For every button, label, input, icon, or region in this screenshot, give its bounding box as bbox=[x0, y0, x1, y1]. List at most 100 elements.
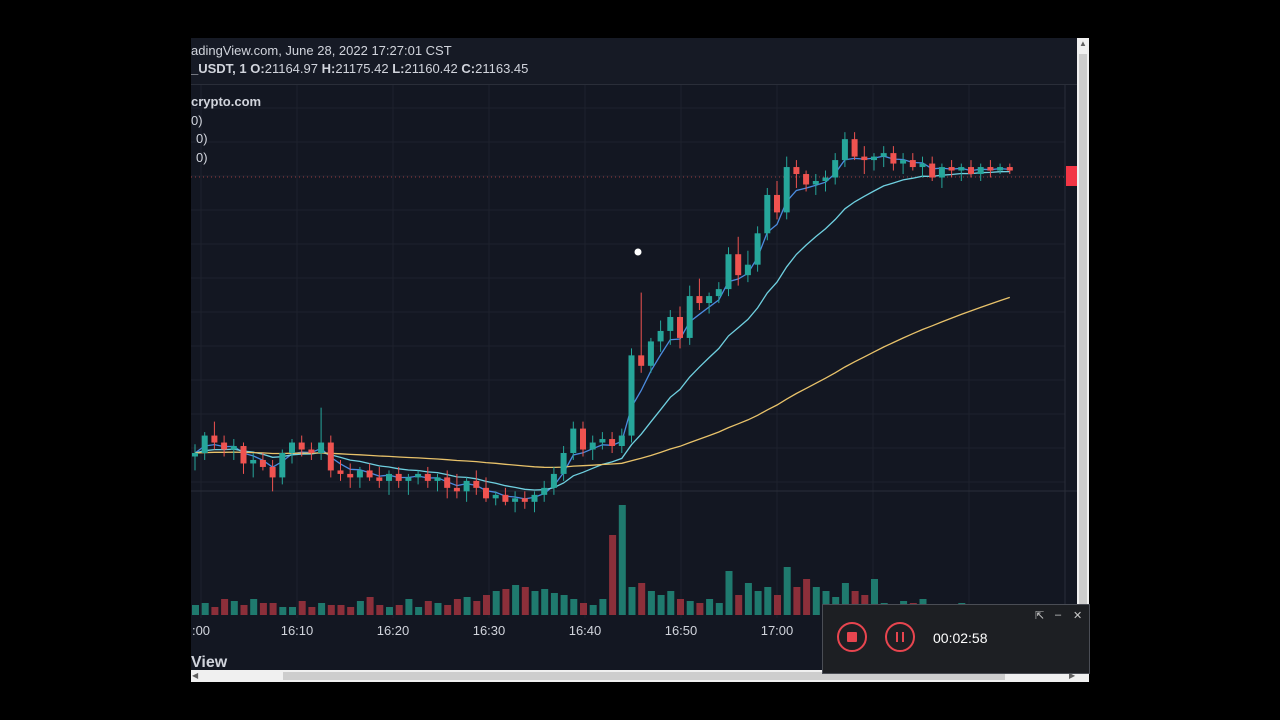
volume-bar bbox=[269, 603, 277, 615]
time-tick-label: :00 bbox=[192, 623, 210, 638]
candle-body bbox=[483, 487, 489, 499]
scroll-right-icon[interactable]: ▶ bbox=[1069, 671, 1076, 680]
volume-bar bbox=[599, 599, 607, 615]
volume-bar bbox=[240, 605, 248, 615]
time-tick-label: 16:10 bbox=[281, 623, 314, 638]
candle-body bbox=[948, 167, 955, 171]
candle-body bbox=[1006, 167, 1013, 171]
chart-header: adingView.com, June 28, 2022 17:27:01 CS… bbox=[191, 38, 1077, 85]
open-label: O: bbox=[250, 61, 265, 76]
ma-legend-3[interactable]: 0) bbox=[196, 150, 208, 165]
high-label: H: bbox=[321, 61, 336, 76]
volume-bar bbox=[463, 597, 471, 615]
volume-bar bbox=[250, 599, 258, 615]
volume-bar bbox=[783, 567, 791, 615]
candle-body bbox=[793, 167, 800, 175]
candle-body bbox=[192, 453, 198, 457]
time-tick-label: 16:40 bbox=[569, 623, 602, 638]
candle-body bbox=[900, 160, 907, 164]
pause-recording-button[interactable] bbox=[885, 622, 915, 652]
chart-window: :00 16:10 16:20 16:30 16:40 16:50 17:00 adingV… bbox=[191, 38, 1089, 682]
candle-body bbox=[463, 480, 470, 492]
candle-body bbox=[909, 160, 916, 168]
volume-bar bbox=[308, 607, 316, 615]
volume-bar bbox=[754, 591, 762, 615]
candle-body bbox=[453, 487, 460, 492]
candle-body bbox=[871, 156, 877, 161]
candlesticks bbox=[192, 132, 1013, 513]
volume-bar bbox=[580, 603, 587, 615]
close-icon[interactable]: ✕ bbox=[1073, 610, 1083, 622]
candle-body bbox=[725, 254, 732, 290]
candle-body bbox=[580, 428, 586, 450]
candle-body bbox=[706, 296, 713, 304]
chart-source-line: adingView.com, June 28, 2022 17:27:01 CS… bbox=[191, 43, 452, 58]
ma-legend-2[interactable]: 0) bbox=[196, 131, 208, 146]
volume-bar bbox=[841, 583, 849, 615]
candle-body bbox=[589, 442, 596, 450]
volume-bar bbox=[871, 579, 878, 615]
candle-body bbox=[851, 139, 858, 157]
stop-recording-button[interactable] bbox=[837, 622, 867, 652]
candle-body bbox=[628, 355, 635, 436]
popout-icon[interactable]: ⇱ bbox=[1035, 610, 1045, 622]
candle-body bbox=[987, 167, 994, 171]
candle-body bbox=[415, 473, 422, 478]
candle-body bbox=[356, 470, 363, 478]
volume-bar bbox=[298, 601, 306, 615]
ma-legend-1[interactable]: 0) bbox=[191, 113, 203, 128]
candle-body bbox=[657, 330, 664, 342]
candle-body bbox=[841, 139, 848, 161]
scroll-up-icon[interactable]: ▲ bbox=[1079, 39, 1087, 48]
volume-bar bbox=[502, 589, 510, 615]
volume-bar bbox=[560, 595, 568, 615]
brand-logo-text: View bbox=[191, 654, 228, 671]
time-tick-label: 16:20 bbox=[377, 623, 410, 638]
candle-body bbox=[201, 435, 208, 453]
candle-body bbox=[434, 477, 441, 481]
candle-body bbox=[289, 442, 295, 453]
volume-bar bbox=[211, 607, 219, 615]
volume-bar bbox=[230, 601, 238, 615]
vertical-scrollbar[interactable]: ▲ bbox=[1077, 38, 1089, 670]
candle-body bbox=[473, 480, 480, 488]
candle-body bbox=[735, 254, 742, 276]
volume-bar bbox=[512, 585, 520, 615]
low-label: L: bbox=[392, 61, 405, 76]
candle-body bbox=[376, 477, 383, 481]
chart-canvas[interactable]: :00 16:10 16:20 16:30 16:40 16:50 17:00 bbox=[191, 38, 1077, 644]
candle-body bbox=[240, 446, 247, 464]
volume-bar bbox=[667, 591, 675, 615]
candle-body bbox=[405, 477, 412, 481]
candle-body bbox=[696, 296, 703, 304]
volume-bar bbox=[415, 607, 423, 615]
ohlc-line: _USDT, 1 O:21164.97 H:21175.42 L:21160.4… bbox=[191, 61, 528, 76]
candle-body bbox=[395, 473, 402, 481]
recording-timer: 00:02:58 bbox=[933, 630, 988, 646]
candle-body bbox=[318, 442, 325, 453]
volume-bar bbox=[483, 595, 490, 615]
volume-bar bbox=[589, 605, 597, 615]
candle-body bbox=[997, 167, 1004, 171]
volume-bar bbox=[735, 595, 743, 615]
volume-bar bbox=[725, 571, 733, 615]
volume-bar bbox=[706, 599, 714, 615]
candle-body bbox=[221, 442, 228, 450]
time-tick-label: 17:00 bbox=[761, 623, 794, 638]
volume-bar bbox=[609, 535, 617, 615]
volume-bar bbox=[356, 601, 364, 615]
volume-bar bbox=[386, 607, 393, 615]
volume-bar bbox=[327, 605, 335, 615]
volume-bar bbox=[444, 605, 452, 615]
volume-bar bbox=[434, 603, 442, 615]
candle-body bbox=[754, 233, 761, 265]
volume-bar bbox=[638, 583, 646, 615]
volume-bar bbox=[744, 583, 752, 615]
volume-bar bbox=[318, 603, 326, 615]
minimize-icon[interactable]: – bbox=[1055, 609, 1062, 621]
open-value: 21164.97 bbox=[264, 61, 318, 76]
vertical-scroll-thumb[interactable] bbox=[1079, 54, 1087, 654]
horizontal-scroll-thumb[interactable] bbox=[283, 672, 1005, 680]
scroll-left-icon[interactable]: ◀ bbox=[192, 671, 199, 680]
volume-bar bbox=[289, 607, 296, 615]
